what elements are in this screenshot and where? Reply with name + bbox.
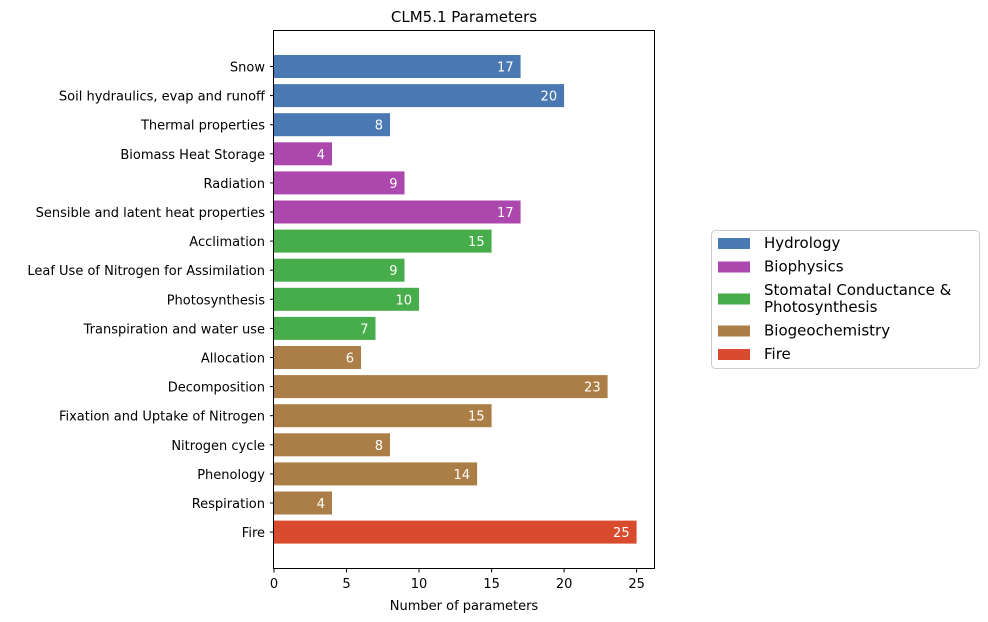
- bar-value-label-15: 4: [317, 497, 325, 512]
- y-tick-label-13: Nitrogen cycle: [171, 439, 265, 454]
- bar-10: [274, 346, 361, 369]
- bar-value-label-12: 15: [468, 410, 485, 425]
- legend-swatch-0: [718, 238, 750, 249]
- bar-value-label-8: 10: [395, 293, 412, 308]
- legend-frame: [711, 230, 980, 369]
- y-tick-label-7: Leaf Use of Nitrogen for Assimilation: [27, 264, 265, 279]
- x-tick-label-1: 5: [342, 577, 350, 592]
- bar-value-label-7: 9: [389, 264, 397, 279]
- bar-16: [274, 520, 637, 544]
- bar-11: [274, 375, 608, 399]
- y-tick-label-5: Sensible and latent heat properties: [36, 206, 266, 221]
- legend-swatch-2: [718, 293, 750, 305]
- y-tick-label-11: Decomposition: [168, 381, 265, 396]
- bar-value-label-2: 8: [375, 119, 383, 134]
- y-tick-label-14: Phenology: [197, 468, 265, 483]
- y-tick-label-1: Soil hydraulics, evap and runoff: [59, 90, 266, 105]
- bar-value-label-16: 25: [613, 526, 630, 541]
- y-tick-label-4: Radiation: [204, 177, 265, 192]
- bar-15: [274, 491, 332, 515]
- legend-swatch-3: [718, 325, 750, 337]
- bar-value-label-9: 7: [360, 322, 368, 337]
- bar-value-label-11: 23: [584, 381, 601, 396]
- legend-label-2: Stomatal Conductance & Photosynthesis: [764, 281, 952, 316]
- y-axis-ticks: Snow Soil hydraulics, evap and runoff Ther…: [27, 61, 274, 541]
- bar-12: [274, 404, 492, 428]
- y-tick-label-12: Fixation and Uptake of Nitrogen: [59, 410, 265, 425]
- chart-title: CLM5.1 Parameters: [391, 8, 537, 26]
- bar-value-label-13: 8: [375, 439, 383, 454]
- legend-label-4: Fire: [764, 345, 791, 363]
- y-tick-label-2: Thermal properties: [140, 119, 265, 134]
- bar-value-label-4: 9: [389, 177, 397, 192]
- bar-value-label-6: 15: [468, 235, 485, 250]
- legend-swatch-1: [718, 261, 750, 273]
- bar-7: [274, 258, 405, 282]
- bar-3: [274, 142, 332, 166]
- bar-13: [274, 433, 390, 457]
- bar-8: [274, 287, 419, 311]
- y-tick-label-9: Transpiration and water use: [83, 322, 265, 337]
- x-axis-ticks: 0 5 10 15 20 25: [270, 568, 645, 592]
- y-tick-label-6: Acclimation: [189, 235, 265, 250]
- bar-value-label-0: 17: [497, 61, 514, 76]
- bar-value-label-3: 4: [317, 148, 325, 163]
- y-tick-label-10: Allocation: [201, 352, 265, 367]
- legend-swatch-4: [718, 349, 750, 360]
- x-tick-label-5: 25: [628, 577, 645, 592]
- bar-9: [274, 316, 376, 340]
- x-tick-label-0: 0: [270, 577, 278, 592]
- y-tick-label-3: Biomass Heat Storage: [120, 148, 265, 163]
- y-tick-label-15: Respiration: [192, 497, 265, 512]
- bar-value-label-5: 17: [497, 206, 514, 221]
- bar-5: [274, 200, 521, 224]
- bar-value-label-10: 6: [346, 352, 354, 367]
- x-axis-label: Number of parameters: [390, 599, 539, 614]
- legend-label-1: Biophysics: [764, 258, 844, 276]
- y-tick-label-16: Fire: [242, 526, 265, 541]
- legend-label-0: Hydrology: [764, 234, 841, 252]
- x-tick-label-2: 10: [411, 577, 428, 592]
- x-tick-label-3: 15: [483, 577, 500, 592]
- plot-frame: [273, 30, 655, 569]
- bar-14: [274, 462, 478, 486]
- x-tick-label-4: 20: [556, 577, 573, 592]
- bar-2: [274, 113, 390, 137]
- y-tick-label-0: Snow: [230, 61, 265, 76]
- bar-6: [274, 229, 492, 253]
- bar-1: [274, 84, 565, 108]
- y-tick-label-8: Photosynthesis: [167, 293, 266, 308]
- legend: Hydrology Biophysics Stomatal Conductance …: [711, 230, 980, 369]
- legend-label-3: Biogeochemistry: [764, 322, 890, 340]
- bar-4: [274, 171, 405, 195]
- bars-group: 17 20 8 4 9 17 15 9 10 76 23 15 8 14 4 25: [274, 55, 637, 544]
- bar-value-label-1: 20: [541, 90, 558, 105]
- bar-0: [274, 55, 521, 78]
- bar-value-label-14: 14: [454, 468, 471, 483]
